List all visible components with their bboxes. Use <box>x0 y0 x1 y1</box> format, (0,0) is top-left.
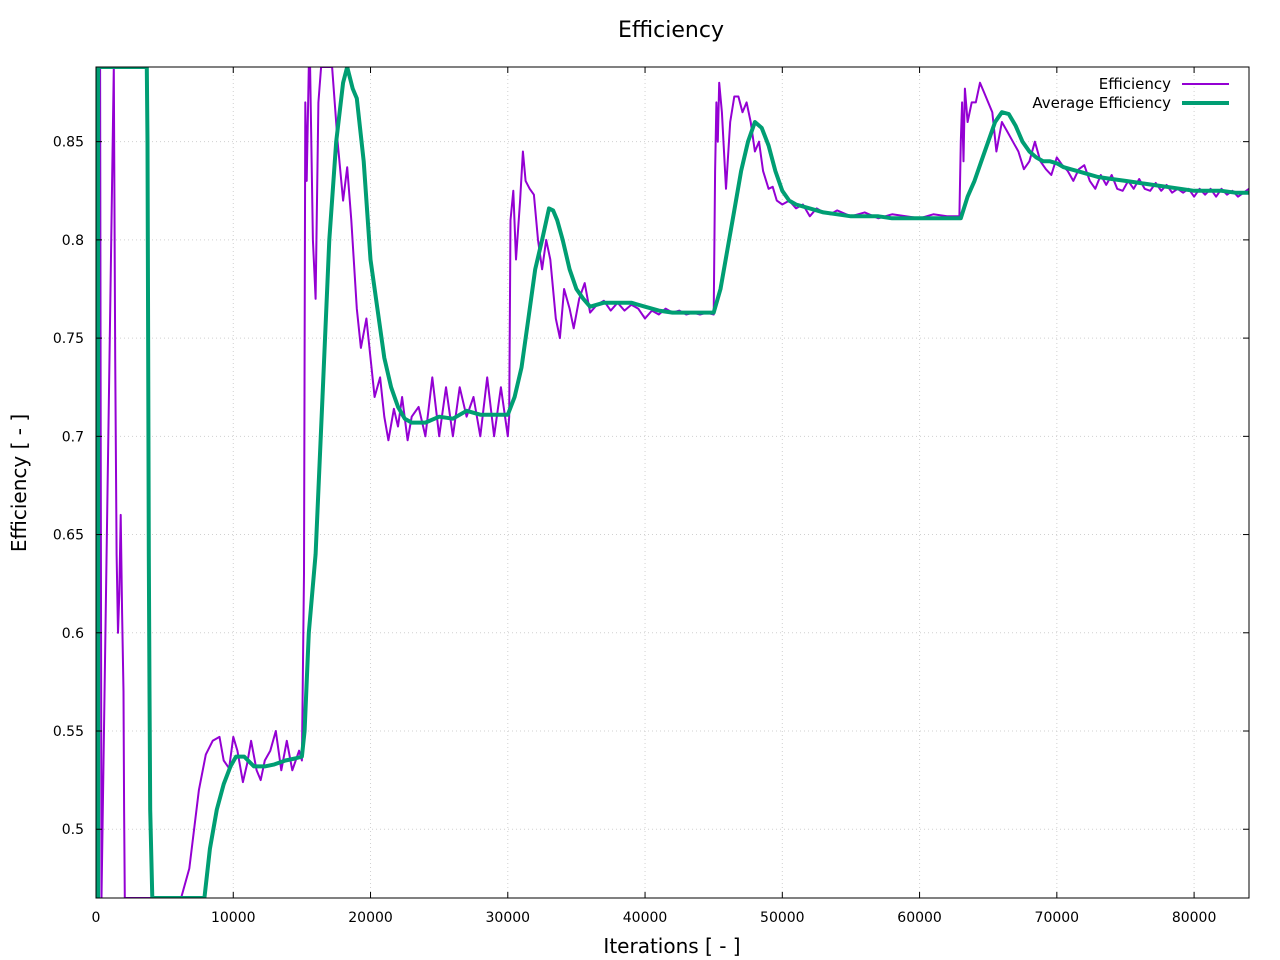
series-line-efficiency <box>96 67 1249 898</box>
x-tick-label: 70000 <box>1035 910 1080 926</box>
x-tick-label: 30000 <box>486 910 531 926</box>
legend-label: Efficiency <box>1099 75 1171 93</box>
y-tick-label: 0.65 <box>53 528 84 544</box>
series-line-average-efficiency <box>96 67 1249 898</box>
x-tick-label: 50000 <box>760 910 805 926</box>
x-axis-label: Iterations [ - ] <box>603 934 740 958</box>
y-axis-label: Efficiency [ - ] <box>7 414 31 552</box>
y-tick-label: 0.8 <box>62 233 84 249</box>
x-tick-label: 40000 <box>623 910 668 926</box>
y-tick-label: 0.55 <box>53 724 84 740</box>
y-tick-label: 0.75 <box>53 331 84 347</box>
y-tick-label: 0.6 <box>62 626 84 642</box>
x-tick-label: 0 <box>92 910 101 926</box>
x-tick-label: 10000 <box>211 910 256 926</box>
x-tick-label: 60000 <box>897 910 942 926</box>
y-tick-label: 0.5 <box>62 822 84 838</box>
chart-title: Efficiency <box>618 18 724 43</box>
x-axis: 0 10000 20000 30000 40000 50000 60000 70000 8000… <box>92 67 1217 926</box>
x-tick-label: 20000 <box>348 910 393 926</box>
y-axis: 0.5 0.55 0.6 0.65 0.7 0.75 0.8 0.85 <box>53 135 1249 838</box>
y-tick-label: 0.7 <box>62 429 84 445</box>
grid-lines <box>96 67 1249 898</box>
x-tick-label: 80000 <box>1172 910 1217 926</box>
plot-frame <box>95 66 1250 899</box>
legend-label: Average Efficiency <box>1032 94 1171 112</box>
y-tick-label: 0.85 <box>53 135 84 151</box>
